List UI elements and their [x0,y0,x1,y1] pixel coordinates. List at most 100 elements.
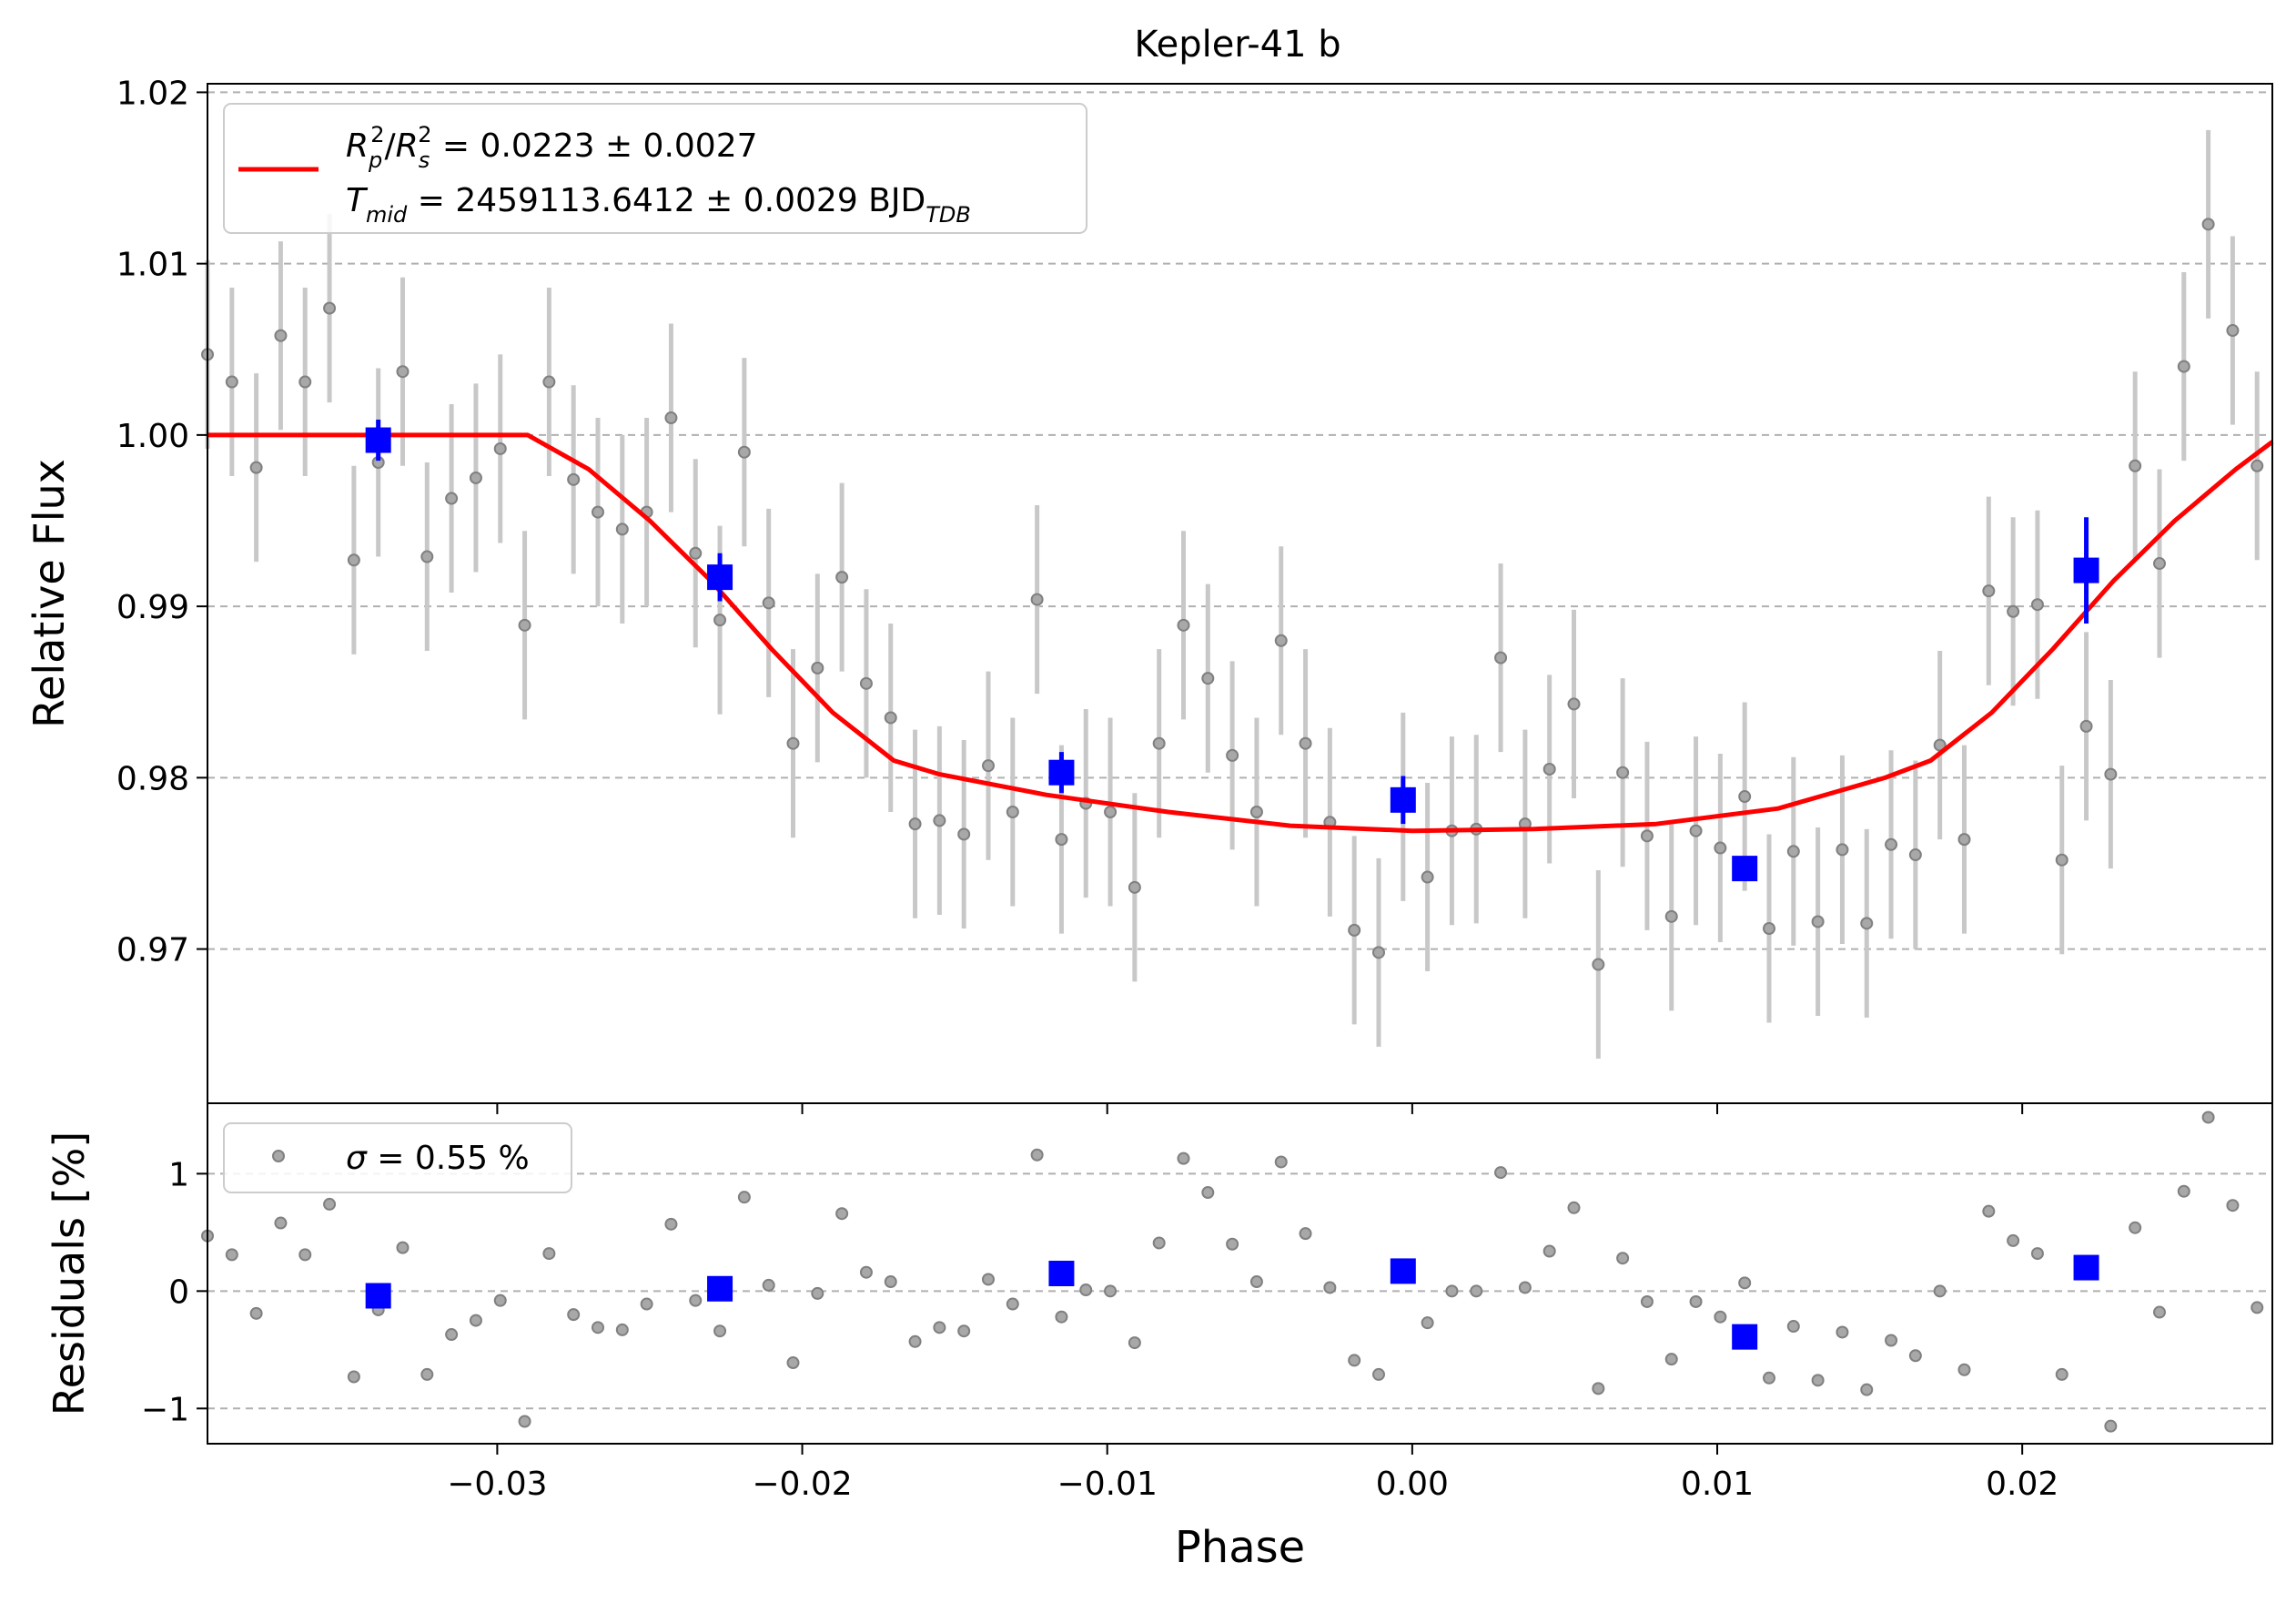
transit-data-point [1274,634,1288,647]
transit-data-point [1055,833,1068,847]
transit-data-point [933,814,946,827]
transit-data-point [2007,604,2020,618]
transit-data-point [1908,848,1922,862]
residuals-binned-point [1048,1261,1075,1286]
residuals-data-point [1421,1316,1434,1330]
transit-y-tick-label: 1.00 [116,418,189,455]
transit-binned-point [1390,786,1416,813]
residuals-data-point [1860,1383,1874,1396]
residuals-data-point [1104,1284,1118,1298]
residuals-binned-point [1732,1324,1758,1350]
transit-data-point [2226,324,2240,338]
transit-data-point [859,676,873,690]
residuals-data-point [1762,1371,1775,1385]
transit-data-point [615,522,629,536]
residuals-data-point [445,1328,459,1342]
residuals-data-point [2055,1367,2068,1381]
transit-data-point [591,505,604,519]
residuals-binned-point [365,1283,391,1309]
residuals-data-point [1518,1281,1532,1294]
transit-data-point [1786,845,1800,858]
transit-data-point [1957,833,1971,847]
residuals-data-point [786,1356,800,1370]
transit-grid [207,91,2272,950]
transit-data-point [2079,719,2093,733]
transit-data-point [298,375,312,389]
transit-data-point [1664,909,1678,923]
residuals-data-point [1470,1284,1483,1298]
residuals-binned-point [2073,1254,2099,1281]
residuals-data-point [957,1324,971,1338]
transit-data-point [1714,841,1727,855]
transit-data-point [811,661,824,675]
residuals-data-point [1738,1276,1752,1290]
residuals-data-point [1640,1294,1654,1308]
residuals-y-tick-label: 0 [168,1273,189,1311]
residuals-data-point [591,1321,604,1334]
residuals-data-point [1982,1204,1996,1218]
residuals-y-ticks: −1 0 1 [141,1156,207,1428]
transit-y-tick-label: 0.98 [116,760,189,797]
transit-data-point [518,618,531,632]
residuals-data-point [811,1286,824,1300]
residuals-data-point [1908,1349,1922,1363]
residuals-data-point [713,1324,727,1338]
transit-model-curve [207,432,2274,834]
residuals-data-point [1006,1297,1019,1311]
legend-sigma: σ = 0.55 % [346,1140,530,1177]
transit-binned-point [1732,856,1758,882]
x-tick-label: 0.00 [1376,1466,1449,1503]
transit-data-point [737,445,751,459]
transit-y-tick-label: 1.02 [116,75,189,112]
residuals-data-point [1030,1148,1044,1162]
transit-data-point [1348,923,1361,937]
legend-radius-ratio: Rp2/Rs2 = 0.0223 ± 0.0027 [346,122,758,173]
transit-data-point [957,827,971,841]
x-tick-label: 0.02 [1986,1466,2058,1503]
residuals-data-point [1885,1334,1898,1347]
transit-model [207,432,2274,834]
x-tick-label: 0.01 [1681,1466,1754,1503]
residuals-data-point [1128,1336,1141,1350]
residuals-data-point [884,1275,897,1289]
residuals-data-point [1836,1325,1849,1339]
residuals-legend-box [223,1122,572,1193]
residuals-data-point [1567,1201,1581,1214]
transit-data-point [249,461,263,474]
residuals-binned-point [1390,1258,1416,1284]
transit-data-point [786,736,800,750]
transit-data-point [396,365,410,379]
transit-data-point [689,546,703,560]
residuals-binned-points [365,1254,2099,1350]
x-tick-label: −0.01 [1057,1466,1158,1503]
transit-y-axis-label: Relative Flux [25,459,74,728]
transit-data-point [2250,459,2264,472]
residuals-data-point [225,1248,238,1262]
transit-data-point [347,553,360,567]
transit-data-point [542,375,556,389]
transit-data-point [1030,593,1044,606]
transit-data-point [1885,837,1898,851]
residuals-axes-frame [207,1102,2273,1445]
transit-data-point [1811,915,1825,928]
transit-data-point [1836,843,1849,857]
residuals-data-point [1177,1152,1190,1165]
residuals-data-point [2177,1184,2190,1198]
residuals-data-point [1152,1236,1166,1250]
residuals-data-point [274,1216,288,1230]
residuals-panel: −1 0 1 −0.03 −0.02 −0.01 0.00 0.01 0.02 Residua… [45,1102,2273,1573]
transit-binned-points [365,419,2099,882]
residuals-data-point [396,1241,410,1254]
residuals-data-point [1299,1227,1312,1241]
residuals-binned-point [707,1275,733,1302]
transit-data-point [1616,766,1630,779]
residuals-y-tick-label: 1 [168,1156,189,1193]
residuals-y-tick-label: −1 [141,1391,189,1428]
transit-data-point [323,301,337,315]
residuals-data-point [762,1278,775,1292]
residuals-data-point [2104,1419,2118,1433]
residuals-data-point [542,1247,556,1261]
transit-legend-box [223,103,1087,234]
transit-data-point [713,614,727,627]
